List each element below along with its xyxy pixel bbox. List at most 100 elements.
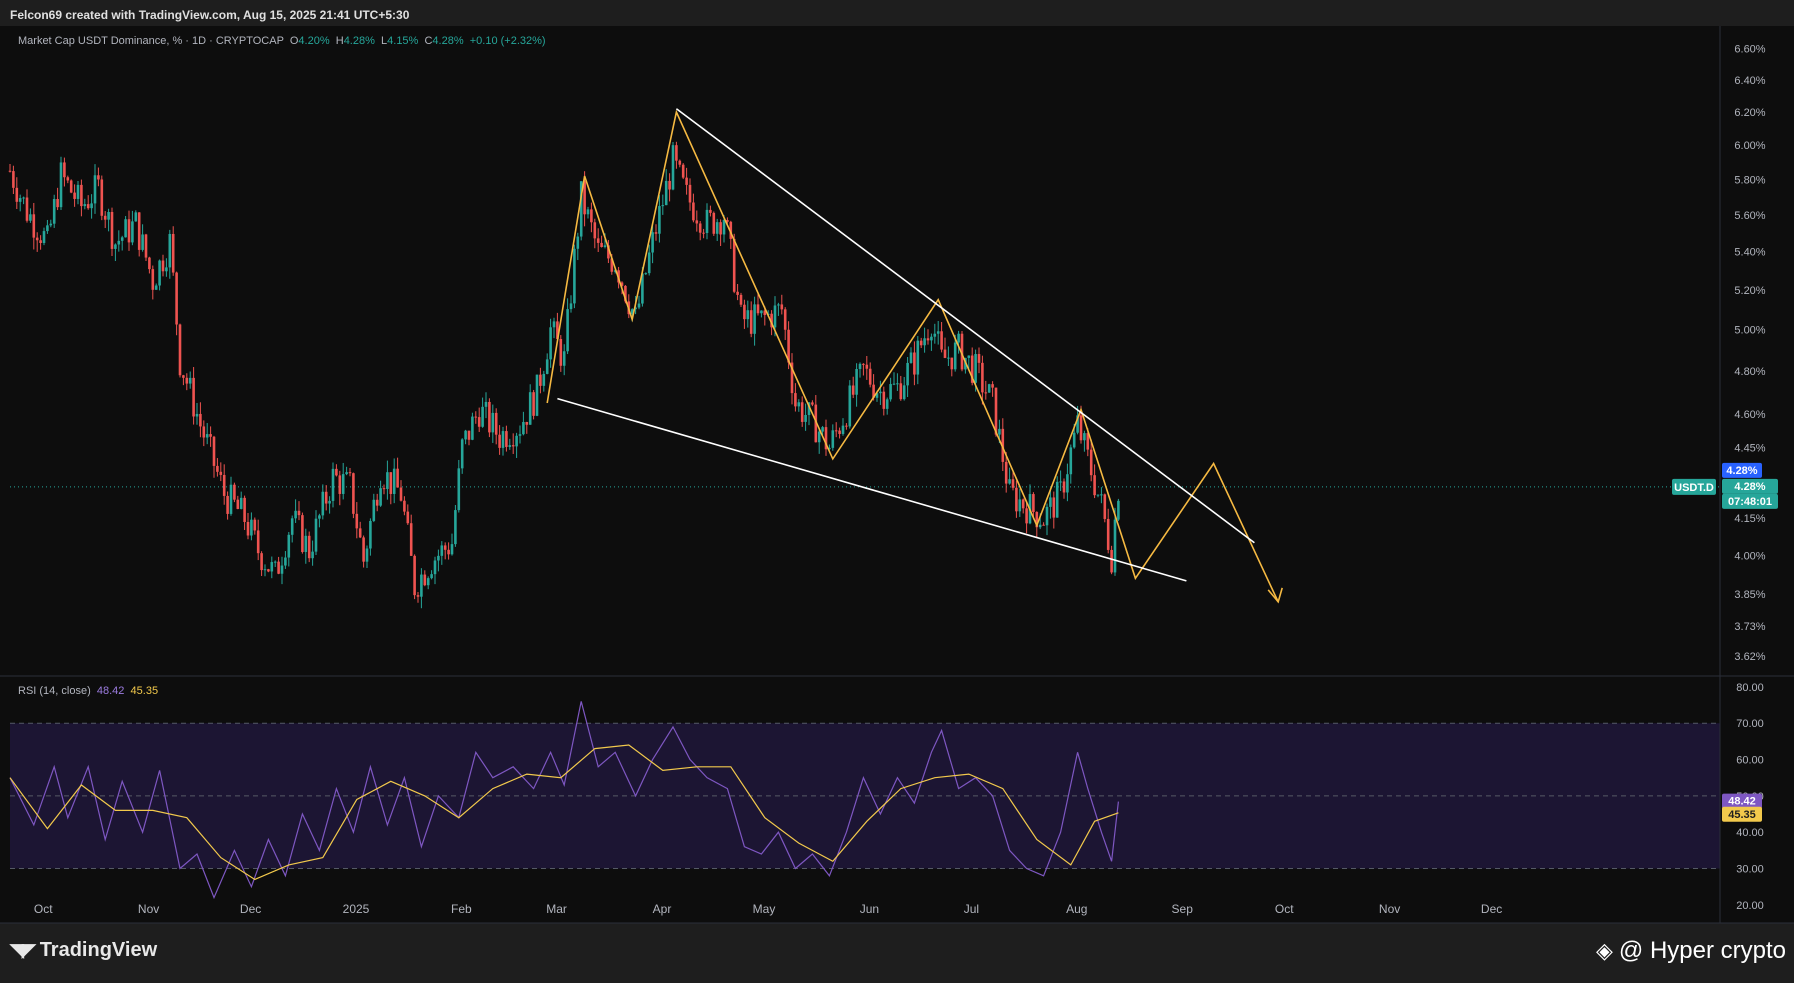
symbol-legend[interactable]: Market Cap USDT Dominance, % · 1D · CRYP… [18, 35, 546, 47]
candle-body [732, 238, 736, 292]
candle-body [967, 355, 971, 358]
candle-body [1004, 461, 1008, 484]
time-tick-label: Mar [546, 902, 567, 916]
candle-body [1021, 499, 1025, 509]
candle-body [120, 237, 124, 241]
price-tick-label: 4.00% [1734, 550, 1765, 562]
candle-body [93, 175, 97, 204]
candle-body [984, 392, 988, 394]
rsi-legend-title: RSI (14, close) [18, 685, 91, 697]
candle-body [1066, 474, 1069, 493]
candle-body [705, 209, 709, 234]
candle-body [787, 329, 790, 363]
rsi-tick-label: 40.00 [1736, 827, 1764, 839]
candle-body [838, 430, 841, 434]
candle-body [855, 368, 858, 395]
time-tick-label: Oct [34, 902, 53, 916]
candle-body [773, 305, 777, 328]
candle-body [998, 428, 1001, 435]
candle-body [583, 181, 586, 215]
candle-body [610, 258, 614, 272]
candle-body [467, 430, 471, 440]
candle-body [545, 359, 549, 374]
candle-body [688, 184, 692, 203]
lower-trendline [557, 397, 1187, 582]
candle-body [576, 236, 580, 249]
candle-body [913, 352, 916, 375]
rsi-legend[interactable]: RSI (14, close) 48.42 45.35 [18, 685, 158, 697]
candle-body [940, 331, 943, 350]
candle-body [175, 272, 178, 325]
candle-body [882, 391, 886, 409]
candle-body [182, 375, 185, 378]
candle-body [600, 242, 603, 248]
candle-body [171, 233, 175, 273]
candle-body [991, 384, 994, 388]
legend-high: 4.28% [343, 35, 375, 47]
price-tick-label: 4.60% [1734, 409, 1765, 421]
candle-body [865, 364, 869, 369]
candle-body [76, 184, 80, 199]
candle-body [151, 269, 155, 290]
candle-body [596, 238, 600, 243]
candle-body [188, 377, 192, 384]
candle-body [35, 237, 39, 241]
candle-body [284, 557, 287, 566]
candle-body [280, 565, 284, 574]
candle-body [511, 445, 515, 447]
candle-body [845, 425, 848, 427]
candle-body [535, 374, 539, 416]
candle-body [763, 310, 767, 316]
candle-body [930, 336, 933, 341]
candle-body [474, 416, 478, 418]
candle-body [450, 544, 454, 555]
candle-body [260, 553, 263, 571]
candle-body [1045, 506, 1049, 526]
candle-body [158, 260, 161, 286]
candle-body [811, 402, 814, 405]
candle-body [889, 384, 892, 400]
candle-body [148, 257, 151, 270]
candle-body [301, 515, 304, 552]
candle-body [209, 434, 212, 437]
candle-body [824, 427, 828, 450]
candle-body [114, 244, 117, 249]
candle-body [69, 180, 73, 193]
candle-body [756, 304, 760, 314]
candle-body [199, 413, 202, 427]
candle-body [579, 181, 583, 237]
upper-trendline [675, 108, 1255, 544]
price-tick-label: 5.80% [1734, 174, 1765, 186]
candle-body [1106, 518, 1110, 550]
candle-body [729, 221, 733, 239]
candle-body [66, 177, 70, 181]
candle-body [430, 574, 433, 579]
candle-body [46, 225, 49, 232]
candle-body [134, 212, 138, 222]
candle-body [178, 324, 182, 376]
candle-body [127, 219, 131, 243]
candle-body [923, 338, 926, 346]
last-price-badge: 4.28% [1734, 481, 1765, 493]
candle-body [872, 384, 875, 398]
candle-body [848, 385, 852, 427]
candle-body [1072, 432, 1076, 448]
candle-body [603, 245, 607, 248]
tradingview-brand[interactable]: ◥◤ TradingView [10, 939, 157, 962]
rsi-ma-badge-bg [1722, 806, 1762, 822]
candle-body [80, 184, 83, 207]
candle-body [205, 434, 209, 438]
candle-body [426, 578, 430, 586]
candle-body [443, 545, 447, 550]
candle-body [39, 240, 42, 243]
candle-body [981, 362, 984, 393]
last-price-badge-bg [1722, 478, 1778, 494]
rsi-tick-label: 60.00 [1736, 755, 1764, 767]
candle-body [800, 402, 804, 422]
candle-body [1100, 494, 1103, 496]
candle-body [341, 474, 345, 494]
candle-body [573, 248, 576, 304]
candle-body [885, 399, 889, 409]
